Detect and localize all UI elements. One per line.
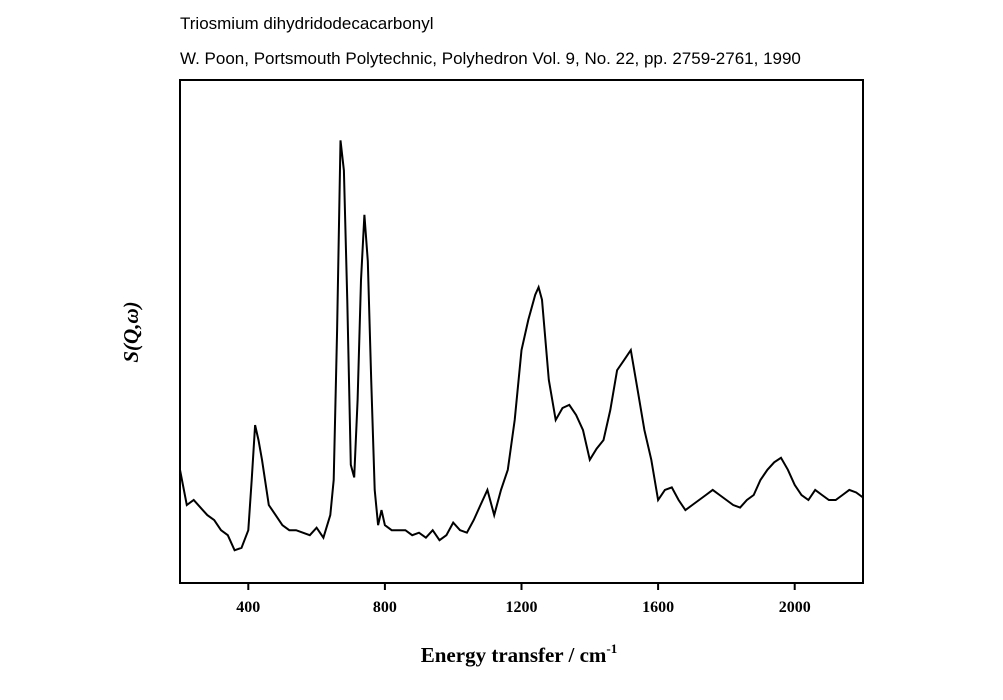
x-tick-label: 400 bbox=[236, 599, 260, 616]
x-tick-label: 800 bbox=[373, 599, 397, 616]
spectrum-line bbox=[179, 140, 864, 552]
plot-frame bbox=[179, 79, 864, 584]
x-axis-label-exponent: -1 bbox=[606, 641, 617, 656]
x-tick-label: 1600 bbox=[642, 599, 674, 616]
x-axis-label: Energy transfer / cm-1 bbox=[421, 641, 618, 667]
chart-title: Triosmium dihydridodecacarbonyl bbox=[180, 14, 434, 33]
x-tick-label: 1200 bbox=[506, 599, 538, 616]
y-axis-label: S(Q,ω) bbox=[119, 301, 143, 362]
x-tick-label: 2000 bbox=[779, 599, 811, 616]
chart-subtitle: W. Poon, Portsmouth Polytechnic, Polyhed… bbox=[180, 49, 801, 68]
x-axis-label-text: Energy transfer / cm bbox=[421, 643, 607, 667]
